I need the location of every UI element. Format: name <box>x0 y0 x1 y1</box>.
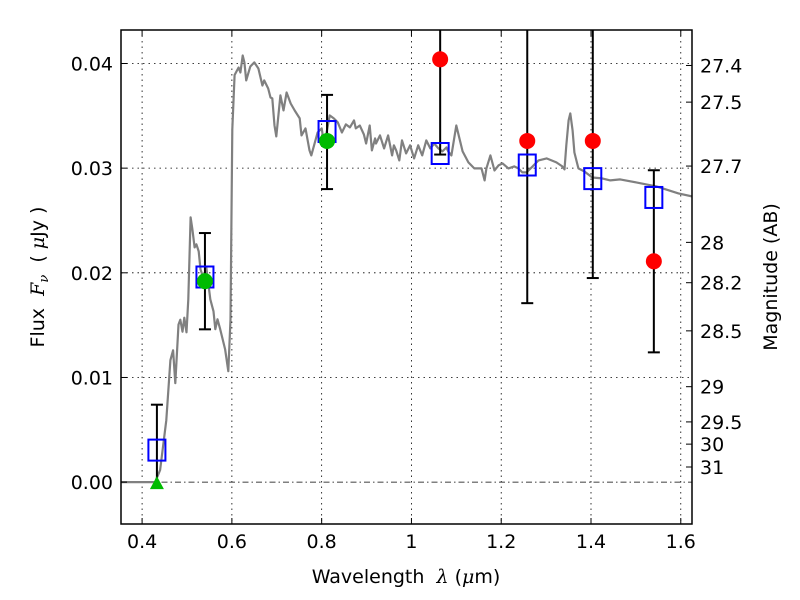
x-tick-label: 0.8 <box>307 531 337 553</box>
x-tick-label: 1.2 <box>486 531 516 553</box>
error-bar <box>150 403 163 483</box>
y2-tick-label: 28.5 <box>700 321 742 343</box>
y2-tick-label: 29.5 <box>700 412 742 434</box>
x-tick-label: 1.6 <box>666 531 696 553</box>
y-axis-unit-open: ( <box>27 249 49 275</box>
x-axis-unit-open: ( <box>449 566 462 588</box>
flux-symbol: F <box>27 282 49 297</box>
x-axis: 0.4 0.6 0.8 1 1.2 1.4 1.6 <box>127 30 696 553</box>
y2-tick-label: 27.7 <box>700 156 742 178</box>
observed-flux-point-green <box>196 273 213 290</box>
y-tick-label: 0.00 <box>71 472 113 494</box>
y-tick-label: 0.04 <box>71 53 113 75</box>
y-axis-unit-rest: Jy ) <box>27 207 49 238</box>
axes-frame <box>120 29 693 525</box>
x-tick-label: 0.6 <box>217 531 247 553</box>
model-flux-square <box>517 153 537 177</box>
x-tick-label: 1 <box>405 531 417 553</box>
observed-flux-point-red <box>584 132 601 149</box>
y2-tick-label: 28.2 <box>700 273 742 295</box>
y2-axis-title: Magnitude (AB) <box>760 203 782 351</box>
model-flux-square <box>147 438 167 462</box>
y-tick-label: 0.03 <box>71 158 113 180</box>
y-axis-left: 0.00 0.01 0.02 0.03 0.04 <box>71 53 127 494</box>
y-tick-label: 0.01 <box>71 367 113 389</box>
y2-tick-label: 31 <box>700 457 724 479</box>
model-flux-square <box>430 142 450 165</box>
model-spectrum-line <box>121 54 692 484</box>
observed-flux-point-red <box>432 51 449 68</box>
y-axis-title-prefix: Flux <box>27 296 49 348</box>
data-marks <box>121 30 692 490</box>
plot-area: 0.4 0.6 0.8 1 1.2 1.4 1.6 0.00 0.01 0.02 0.03 0.04… <box>71 29 742 553</box>
x-tick-label: 1.4 <box>576 531 606 553</box>
lambda-symbol: λ <box>436 566 449 588</box>
y-tick-label: 0.02 <box>71 263 113 285</box>
y2-tick-label: 29 <box>700 377 724 399</box>
model-flux-square <box>644 185 664 209</box>
model-flux-square <box>583 167 603 191</box>
error-bar <box>586 30 599 280</box>
nu-subscript: ν <box>37 275 52 283</box>
y2-tick-label: 28 <box>700 232 724 254</box>
observed-flux-point-red <box>519 132 536 149</box>
upper-limit-triangle <box>149 476 164 490</box>
mu-symbol: μ <box>27 237 49 249</box>
y2-tick-label: 30 <box>700 434 724 456</box>
y-axis-title: Flux Fν ( μJy ) <box>27 207 52 348</box>
x-axis-title-prefix: Wavelength <box>312 566 437 588</box>
error-bar <box>521 30 534 305</box>
observed-flux-point-green <box>319 132 336 149</box>
mu-symbol: μ <box>462 566 474 588</box>
observed-flux-point-red <box>645 253 662 270</box>
y2-tick-label: 27.4 <box>700 55 742 77</box>
y2-tick-label: 27.5 <box>700 92 742 114</box>
x-axis-unit-rest: m) <box>474 566 500 588</box>
x-axis-title: Wavelength λ (μm) <box>312 566 501 588</box>
x-tick-label: 0.4 <box>127 531 157 553</box>
